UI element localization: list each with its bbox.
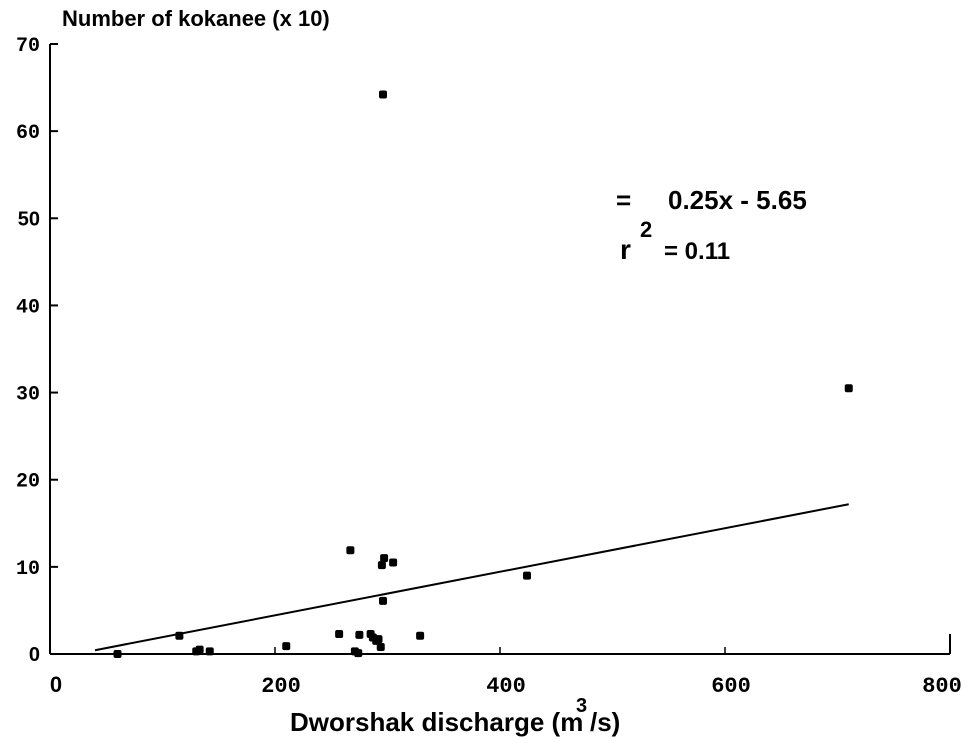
data-point [844,384,853,393]
r-squared-base: r [620,234,631,265]
data-point [355,630,364,639]
data-point [376,643,385,652]
data-point [389,558,398,567]
data-point [113,650,122,658]
y-tick-label: 60 [16,122,40,145]
data-point [175,631,184,640]
x-tick-group: 0 200 400 600 800 [49,647,962,699]
x-axis-label-superscript: 3 [576,695,587,717]
data-points [113,90,853,658]
y-tick-label: 0 [29,644,40,666]
x-tick-label: 600 [711,674,751,699]
y-tick-label: 40 [16,296,40,319]
x-axis-label-tail: /s) [590,707,620,737]
equation-prefix: = [616,185,631,215]
y-tick-label: 30 [16,384,40,407]
x-axis-label: Dworshak discharge (m 3 /s) [290,695,620,737]
r-squared-value: = 0.11 [664,238,730,265]
regression-equation: = 0.25x - 5.65 [616,185,807,215]
r-squared-superscript: 2 [640,217,652,242]
regression-line [94,503,849,652]
data-point [377,561,386,570]
data-point [205,647,214,656]
x-axis-label-main: Dworshak discharge (m [290,707,583,737]
y-tick-label: 20 [16,471,40,494]
data-point [416,631,425,640]
x-tick-label: 0 [50,672,62,697]
data-point [354,649,363,658]
data-point [374,635,383,644]
r-squared: r 2 = 0.11 [620,217,730,265]
y-tick-label: 50 [18,208,40,230]
y-tick-group: 0 10 20 30 40 50 60 70 [16,35,58,666]
y-tick-label: 10 [16,558,40,581]
y-axis-label: Number of kokanee (x 10) [62,6,330,31]
data-point [379,90,387,99]
data-point [195,645,204,654]
equation-text: 0.25x - 5.65 [668,185,807,215]
data-point [380,554,389,563]
data-point [346,546,355,555]
data-point [523,571,531,580]
data-point [335,629,344,638]
x-tick-label: 800 [922,674,962,699]
data-point [282,642,291,651]
data-point [379,596,387,605]
x-tick-label: 400 [486,674,526,699]
y-tick-label: 70 [16,35,40,58]
x-tick-label: 200 [261,674,301,699]
